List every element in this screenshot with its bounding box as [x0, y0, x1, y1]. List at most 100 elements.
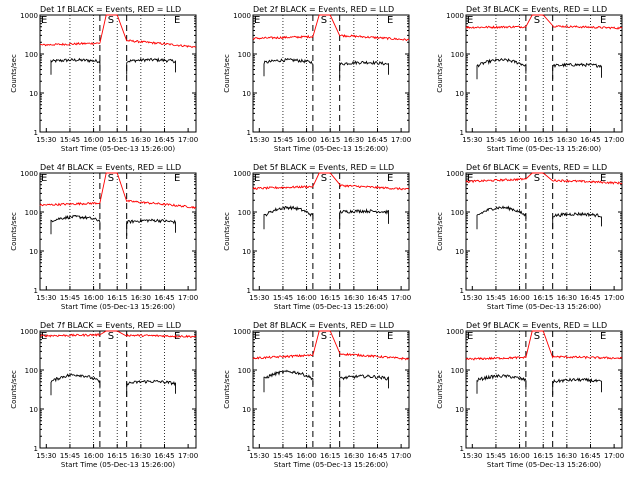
events-series-segment [126, 57, 176, 75]
events-series-segment [50, 373, 101, 396]
x-tick-label: 15:45 [486, 294, 506, 302]
y-axis-label: Counts/sec [10, 370, 18, 409]
x-tick-label: 15:45 [273, 452, 293, 460]
y-tick-label: 100 [451, 209, 464, 217]
marker-e-end: E [387, 173, 393, 184]
x-tick-label: 15:30 [462, 452, 482, 460]
x-tick-label: 17:00 [391, 452, 411, 460]
lld-series-line [252, 14, 410, 42]
lld-series-line [39, 330, 197, 339]
lld-series-line [252, 172, 410, 191]
y-tick-label: 1000 [20, 328, 38, 336]
marker-e-start: E [467, 331, 473, 342]
x-tick-label: 15:45 [60, 294, 80, 302]
panel-title: Det 6f BLACK = Events, RED = LLD [466, 163, 607, 172]
x-tick-label: 15:30 [36, 452, 56, 460]
plot-frame [465, 330, 623, 449]
x-tick-label: 16:45 [154, 136, 174, 144]
y-axis-label: Counts/sec [10, 54, 18, 93]
panel-title: Det 5f BLACK = Events, RED = LLD [253, 163, 394, 172]
x-tick-label: 16:15 [320, 294, 340, 302]
x-tick-label: 17:00 [178, 294, 198, 302]
y-tick-label: 1000 [233, 12, 251, 20]
events-series-segment [476, 58, 527, 80]
x-tick-label: 17:00 [391, 136, 411, 144]
y-axis-label: Counts/sec [436, 212, 444, 251]
marker-e-end: E [600, 15, 606, 26]
x-tick-label: 16:30 [557, 452, 577, 460]
events-series-segment [339, 59, 389, 78]
y-tick-label: 100 [451, 51, 464, 59]
y-tick-label: 1000 [446, 328, 464, 336]
x-axis-label: Start Time (05-Dec-13 15:26:00) [487, 145, 601, 153]
x-tick-label: 16:00 [83, 294, 103, 302]
x-axis-label: Start Time (05-Dec-13 15:26:00) [61, 145, 175, 153]
x-tick-label: 15:45 [486, 136, 506, 144]
x-tick-label: 16:15 [533, 136, 553, 144]
marker-e-end: E [174, 173, 180, 184]
x-tick-label: 16:15 [107, 452, 127, 460]
x-tick-label: 16:00 [296, 294, 316, 302]
marker-e-start: E [467, 15, 473, 26]
events-series-segment [126, 217, 176, 236]
x-tick-label: 17:00 [604, 136, 624, 144]
x-tick-label: 17:00 [178, 136, 198, 144]
x-tick-label: 15:30 [249, 452, 269, 460]
y-tick-label: 1 [34, 287, 38, 295]
x-tick-label: 16:15 [107, 294, 127, 302]
x-tick-label: 17:00 [604, 452, 624, 460]
x-axis-label: Start Time (05-Dec-13 15:26:00) [487, 461, 601, 469]
x-tick-label: 17:00 [604, 294, 624, 302]
marker-e-start: E [41, 331, 47, 342]
plot-frame [252, 14, 410, 133]
y-tick-label: 10 [455, 406, 464, 414]
marker-e-start: E [467, 173, 473, 184]
y-tick-label: 10 [242, 90, 251, 98]
marker-s: S [534, 15, 540, 26]
events-series-segment [476, 205, 527, 230]
x-tick-label: 17:00 [178, 452, 198, 460]
events-series-segment [263, 369, 314, 393]
y-tick-label: 100 [238, 209, 251, 217]
marker-s: S [534, 331, 540, 342]
events-series-segment [263, 205, 314, 230]
y-tick-label: 1 [34, 129, 38, 137]
x-tick-label: 16:00 [83, 452, 103, 460]
y-axis-label: Counts/sec [223, 212, 231, 251]
y-axis-label: Counts/sec [436, 54, 444, 93]
events-series-segment [339, 207, 389, 226]
plot-frame [465, 14, 623, 133]
x-tick-label: 16:30 [131, 452, 151, 460]
x-axis-label: Start Time (05-Dec-13 15:26:00) [61, 303, 175, 311]
panel-title: Det 7f BLACK = Events, RED = LLD [40, 321, 181, 330]
x-tick-label: 16:45 [580, 294, 600, 302]
marker-s: S [108, 173, 114, 184]
lld-series-line [39, 14, 197, 49]
x-tick-label: 16:15 [320, 452, 340, 460]
x-tick-label: 15:45 [60, 136, 80, 144]
y-tick-label: 1000 [446, 12, 464, 20]
x-tick-label: 15:45 [273, 136, 293, 144]
y-tick-label: 10 [29, 90, 38, 98]
x-tick-label: 16:15 [533, 452, 553, 460]
panel-title: Det 1f BLACK = Events, RED = LLD [40, 5, 181, 14]
x-tick-label: 16:30 [557, 136, 577, 144]
y-tick-label: 10 [29, 406, 38, 414]
x-tick-label: 16:00 [296, 452, 316, 460]
x-tick-label: 16:30 [131, 294, 151, 302]
x-tick-label: 16:00 [509, 452, 529, 460]
lld-series-line [465, 14, 623, 30]
x-tick-label: 16:45 [154, 294, 174, 302]
marker-e-start: E [41, 173, 47, 184]
y-tick-label: 10 [242, 248, 251, 256]
y-tick-label: 1 [247, 129, 251, 137]
y-tick-label: 1 [247, 445, 251, 453]
panel-title: Det 2f BLACK = Events, RED = LLD [253, 5, 394, 14]
marker-s: S [321, 173, 327, 184]
plot-frame [252, 172, 410, 291]
lld-series-line [465, 330, 623, 361]
